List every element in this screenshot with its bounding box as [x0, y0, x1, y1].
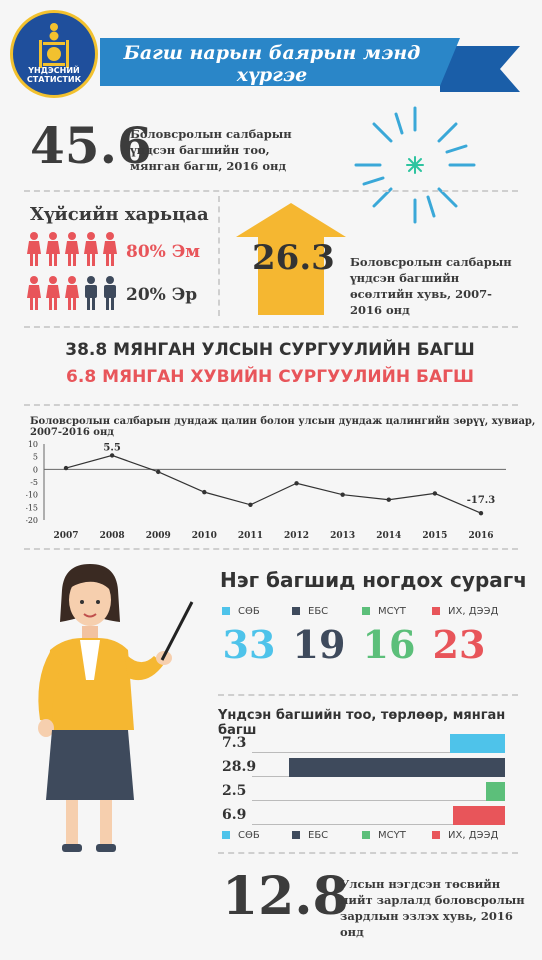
legend-item: ЕБС	[292, 606, 328, 617]
students-per-teacher-value: 23	[432, 622, 486, 667]
legend-swatch	[292, 831, 300, 839]
bar-value-label: 6.9	[222, 807, 247, 823]
legend-label: МСҮТ	[378, 830, 406, 841]
x-tick-label: 2011	[238, 531, 263, 541]
y-tick-label: 10	[28, 440, 38, 449]
soyombo-icon	[39, 23, 69, 68]
bar-guide-line	[252, 776, 289, 777]
public-school-teachers: 38.8 МЯНГАН УЛСЫН СУРГУУЛИЙН БАГШ	[65, 340, 475, 360]
legend-label: ИХ, ДЭЭД	[448, 606, 499, 617]
growth-value: 26.3	[252, 238, 335, 278]
gender-ratio-title: Хүйсийн харьцаа	[30, 204, 209, 225]
legend-label: ИХ, ДЭЭД	[448, 830, 499, 841]
legend-swatch	[292, 607, 300, 615]
teachers-total-text: Боловсролын салбарын үндсэн багшийн тоо,…	[130, 127, 292, 173]
education-spending-text: Улсын нэгдсэн төсвийн нийт зарлалд болов…	[340, 877, 525, 939]
y-tick-label: -20	[26, 516, 38, 525]
data-point	[202, 489, 207, 495]
private-school-teachers: 6.8 МЯНГАН ХУВИЙН СУРГУУЛИЙН БАГШ	[66, 367, 474, 387]
bar-value-label: 28.9	[222, 759, 257, 775]
legend-swatch	[432, 831, 440, 839]
wage-gap-line-chart: 10 5 0 -5 -10 -15 -20 2007 2008 2009 2010 2011 2012…	[26, 440, 506, 541]
title-banner	[100, 38, 520, 92]
x-tick-label: 2014	[376, 531, 401, 541]
data-point	[109, 453, 115, 458]
teachers-total-value: 45.6	[30, 116, 152, 175]
x-tick-label: 2016	[468, 531, 493, 541]
bar-value-label: 2.5	[222, 783, 247, 799]
students-per-teacher-value: 33	[222, 622, 276, 667]
legend-swatch	[362, 831, 370, 839]
x-tick-label: 2013	[330, 531, 355, 541]
legend-label: ЕБС	[308, 606, 329, 617]
data-point	[294, 481, 299, 486]
data-point	[248, 502, 253, 507]
legend-item: ИХ, ДЭЭД	[432, 606, 498, 617]
y-tick-label: -15	[26, 503, 38, 512]
bar-guide-line	[252, 752, 451, 753]
legend-swatch	[432, 607, 440, 615]
wage-chart-title: Боловсролын салбарын дундаж цалин болон …	[30, 416, 536, 438]
teachers-bar	[453, 806, 505, 825]
x-tick-label: 2007	[53, 531, 78, 541]
x-tick-label: 2008	[100, 531, 125, 541]
legend-label: СӨБ	[238, 830, 260, 841]
legend-label: СӨБ	[238, 606, 260, 617]
legend-label: ЕБС	[308, 830, 329, 841]
bar-guide-line	[252, 800, 487, 801]
legend-swatch	[222, 607, 230, 615]
bar-legend-item: МСҮТ	[362, 830, 406, 841]
male-share-label: 20% Эр	[126, 285, 198, 305]
x-tick-label: 2015	[422, 531, 447, 541]
firework-icon	[354, 106, 476, 224]
data-point	[386, 497, 391, 502]
data-label-2008: 5.5	[103, 442, 120, 453]
legend-label: МСҮТ	[378, 606, 406, 617]
data-point	[478, 510, 484, 516]
education-spending-value: 12.8	[222, 866, 349, 927]
bar-legend-item: ИХ, ДЭЭД	[432, 830, 498, 841]
growth-text: Боловсролын салбарын үндсэн багшийн өсөл…	[350, 255, 512, 317]
y-tick-label: 0	[33, 465, 38, 474]
data-point	[156, 469, 161, 475]
y-tick-label: 5	[33, 453, 38, 462]
logo-text: ҮНДЭСНИЙ СТАТИСТИК	[26, 66, 82, 84]
teachers-bar	[486, 782, 505, 801]
students-per-teacher-title: Нэг багшид ногдох сурагч	[220, 568, 527, 592]
students-per-teacher-value: 19	[292, 622, 346, 667]
students-per-teacher-value: 16	[362, 622, 416, 667]
legend-swatch	[222, 831, 230, 839]
teachers-by-type-title: Үндсэн багшийн тоо, төрлөөр, мянган багш	[218, 708, 506, 738]
national-statistics-logo	[10, 10, 98, 98]
teachers-bar	[289, 758, 505, 777]
data-point	[432, 491, 438, 496]
banner-title: Багш нарын баярын мэнд хүргэе	[123, 42, 421, 86]
bar-guide-line	[252, 824, 454, 825]
growth-arrow-icon	[236, 203, 346, 315]
wage-gap-series-line	[65, 454, 482, 514]
legend-item: СӨБ	[222, 606, 260, 617]
female-share-label: 80% Эм	[126, 242, 201, 262]
y-tick-label: -5	[30, 478, 38, 487]
teachers-bar	[450, 734, 505, 753]
data-point	[63, 465, 69, 471]
bar-value-label: 7.3	[222, 735, 247, 751]
legend-swatch	[362, 607, 370, 615]
bar-legend-item: ЕБС	[292, 830, 328, 841]
teacher-illustration	[38, 564, 194, 852]
x-tick-label: 2012	[284, 531, 309, 541]
legend-item: МСҮТ	[362, 606, 406, 617]
y-tick-label: -10	[26, 491, 38, 500]
gender-people-icons	[27, 232, 117, 310]
x-tick-label: 2010	[192, 531, 217, 541]
data-label-2016: -17.3	[467, 495, 496, 506]
x-tick-label: 2009	[146, 531, 171, 541]
data-point	[340, 492, 345, 497]
bar-legend-item: СӨБ	[222, 830, 260, 841]
